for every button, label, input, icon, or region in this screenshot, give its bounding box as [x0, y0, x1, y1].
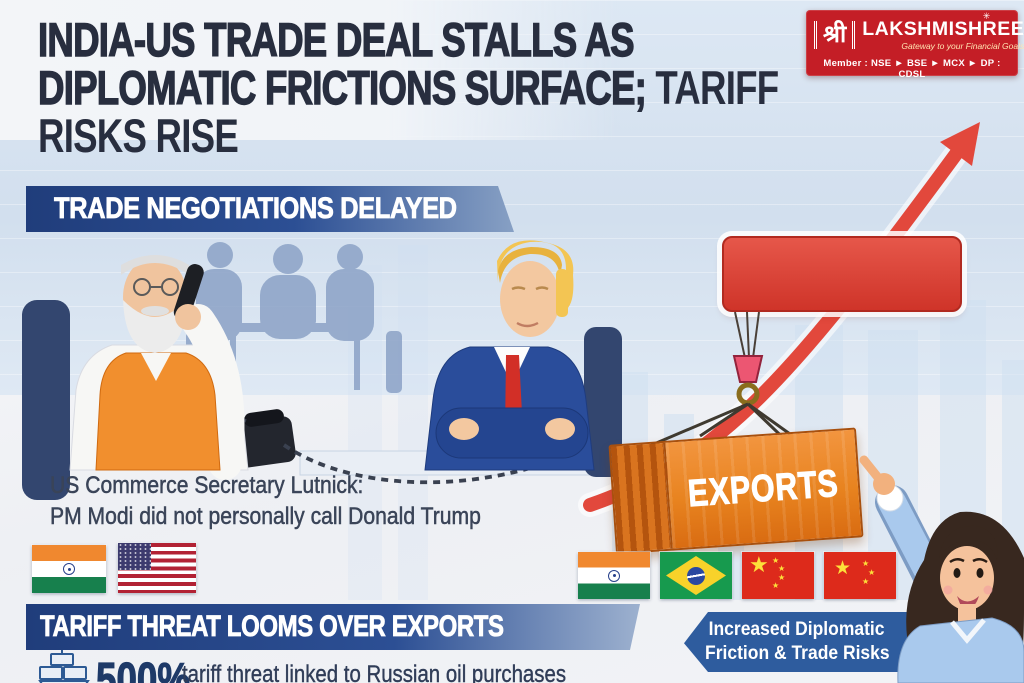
headline-line2-rest: TARIFF [655, 61, 779, 114]
tariff-threat-banner: TARIFF THREAT LOOMS OVER EXPORTS [26, 604, 640, 650]
star-icon: ★ [778, 573, 786, 582]
lakshmishree-logo: श्री ✳ LAKSHMISHREE Gateway to your Fina… [806, 10, 1024, 80]
quote-line1: US Commerce Secretary Lutnick: [50, 472, 364, 500]
trump-figure [424, 240, 622, 477]
risk-badge-line1: Increased Diplomatic [709, 619, 885, 640]
container-label: EXPORTS [686, 462, 841, 515]
headline: INDIA-US TRADE DEAL STALLS AS DIPLOMATIC… [37, 13, 987, 162]
risk-badge: Increased Diplomatic Friction & Trade Ri… [684, 612, 910, 672]
headline-line1: INDIA-US TRADE DEAL STALLS AS [37, 13, 635, 66]
container-front: EXPORTS [665, 429, 862, 549]
star-icon: ★ [862, 559, 870, 568]
trade-negotiations-banner: TRADE NEGOTIATIONS DELAYED [26, 186, 514, 232]
star-icon: ★ [778, 564, 786, 573]
china-flag: ★ ★ ★ ★ [824, 552, 896, 599]
quote-line2: PM Modi did not personally call Donald T… [50, 503, 481, 531]
logo-ornament-icon: ✳ [982, 11, 991, 21]
exports-container: EXPORTS [608, 427, 864, 555]
brazil-globe-icon [687, 566, 705, 585]
headline-line2-heavy: DIPLOMATIC FRICTIONS SURFACE; [37, 61, 647, 114]
presenter-woman [859, 455, 1024, 683]
panel-fade [0, 0, 620, 140]
tariff-stat-text: tariff threat linked to Russian oil purc… [182, 661, 567, 683]
container-ribs [610, 442, 674, 553]
india-flag [578, 552, 650, 599]
modi-figure [22, 255, 249, 500]
logo-brand-name: LAKSHMISHREE [862, 18, 1024, 40]
trade-negotiations-banner-text: TRADE NEGOTIATIONS DELAYED [54, 192, 457, 225]
star-icon: ★ [772, 556, 780, 565]
ashoka-chakra-icon [608, 569, 620, 582]
logo-tagline: Gateway to your Financial Goals [901, 41, 1024, 51]
lutnick-quote: US Commerce Secretary Lutnick: PM Modi d… [50, 470, 540, 532]
star-icon: ★ [862, 577, 870, 586]
ashoka-chakra-icon [63, 563, 75, 575]
star-icon: ★ [772, 581, 780, 590]
crane-hook [639, 311, 847, 476]
star-icon: ★ [749, 552, 769, 577]
risk-badge-line2: Friction & Trade Risks [704, 643, 890, 664]
india-flag [32, 545, 106, 593]
usa-flag-canton [118, 543, 151, 570]
brazil-flag [660, 552, 732, 599]
shree-mark: श्री [814, 21, 856, 49]
tariff-threat-banner-text: TARIFF THREAT LOOMS OVER EXPORTS [40, 610, 504, 643]
headline-line3: RISKS RISE [38, 109, 239, 162]
china-flag: ★ ★ ★ ★ ★ [742, 552, 814, 599]
red-highlight-box [722, 236, 962, 312]
star-icon: ★ [834, 558, 852, 579]
tariff-stat-value: 500% [96, 652, 191, 683]
usa-flag [118, 543, 196, 593]
star-icon: ★ [868, 568, 876, 577]
cargo-ship-icon [38, 650, 90, 683]
logo-member-line: Member : NSE ► BSE ► MCX ► DP : CDSL [823, 58, 1001, 80]
